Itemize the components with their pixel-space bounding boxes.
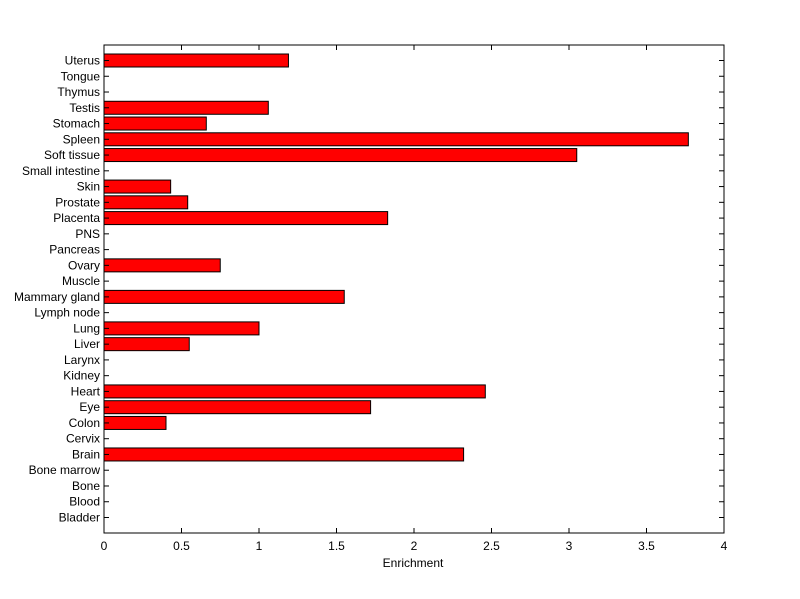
- bar-placenta: [103, 211, 389, 226]
- bar-soft-tissue: [103, 148, 578, 163]
- x-tick-label: 3: [566, 539, 573, 553]
- y-tick-label: Tongue: [61, 69, 101, 83]
- y-tick-label: Eye: [79, 400, 100, 414]
- y-tick-label: Prostate: [55, 195, 100, 209]
- bar-eye: [103, 400, 372, 415]
- y-tick-label: Soft tissue: [44, 148, 100, 162]
- bar-prostate: [103, 195, 189, 210]
- y-tick-label: Brain: [72, 447, 100, 461]
- y-tick-label: Testis: [69, 101, 100, 115]
- y-tick-label: PNS: [75, 227, 100, 241]
- y-tick-label: Lung: [73, 321, 100, 335]
- y-tick-label: Spleen: [63, 132, 100, 146]
- y-tick-label: Colon: [69, 416, 100, 430]
- y-tick-label: Heart: [71, 384, 101, 398]
- y-tick-label: Lymph node: [34, 306, 100, 320]
- y-tick-label: Placenta: [53, 211, 100, 225]
- bar-skin: [103, 179, 172, 194]
- y-tick-label: Thymus: [57, 85, 100, 99]
- x-tick-label: 4: [721, 539, 728, 553]
- ticks-group: [103, 45, 725, 533]
- y-tick-label: Stomach: [53, 117, 100, 131]
- x-tick-label: 0.5: [173, 539, 190, 553]
- y-tick-label: Liver: [74, 337, 100, 351]
- y-tick-label: Ovary: [68, 258, 100, 272]
- bar-colon: [103, 415, 167, 430]
- y-tick-label: Skin: [77, 180, 100, 194]
- y-tick-label: Bone: [72, 479, 100, 493]
- x-axis-label: Enrichment: [383, 556, 444, 570]
- bar-spleen: [103, 132, 689, 147]
- bar-stomach: [103, 116, 207, 131]
- y-tick-label: Cervix: [66, 432, 100, 446]
- bar-mammary-gland: [103, 289, 345, 304]
- y-tick-label: Blood: [69, 495, 100, 509]
- bar-brain: [103, 447, 465, 462]
- y-tick-label: Bone marrow: [29, 463, 101, 477]
- bar-uterus: [103, 53, 289, 68]
- bar-lung: [103, 321, 260, 336]
- y-tick-label: Larynx: [64, 353, 100, 367]
- x-tick-label: 1: [256, 539, 263, 553]
- x-tick-label: 1.5: [328, 539, 345, 553]
- y-tick-label: Muscle: [62, 274, 100, 288]
- bar-heart: [103, 384, 486, 399]
- plot-area-frame: [103, 44, 725, 534]
- y-tick-label: Small intestine: [22, 164, 100, 178]
- y-tick-label: Mammary gland: [14, 290, 100, 304]
- x-tick-label: 2: [411, 539, 418, 553]
- bar-liver: [103, 337, 190, 352]
- bar-ovary: [103, 258, 221, 273]
- x-tick-label: 2.5: [483, 539, 500, 553]
- y-tick-label: Pancreas: [49, 243, 100, 257]
- bar-testis: [103, 100, 269, 115]
- y-tick-label: Bladder: [59, 511, 100, 525]
- x-tick-label: 0: [101, 539, 108, 553]
- y-tick-label: Kidney: [63, 369, 100, 383]
- x-tick-labels: 0 0.5 1 1.5 2 2.5 3 3.5 4: [101, 539, 728, 553]
- y-tick-label: Uterus: [65, 54, 100, 68]
- x-tick-label: 3.5: [638, 539, 655, 553]
